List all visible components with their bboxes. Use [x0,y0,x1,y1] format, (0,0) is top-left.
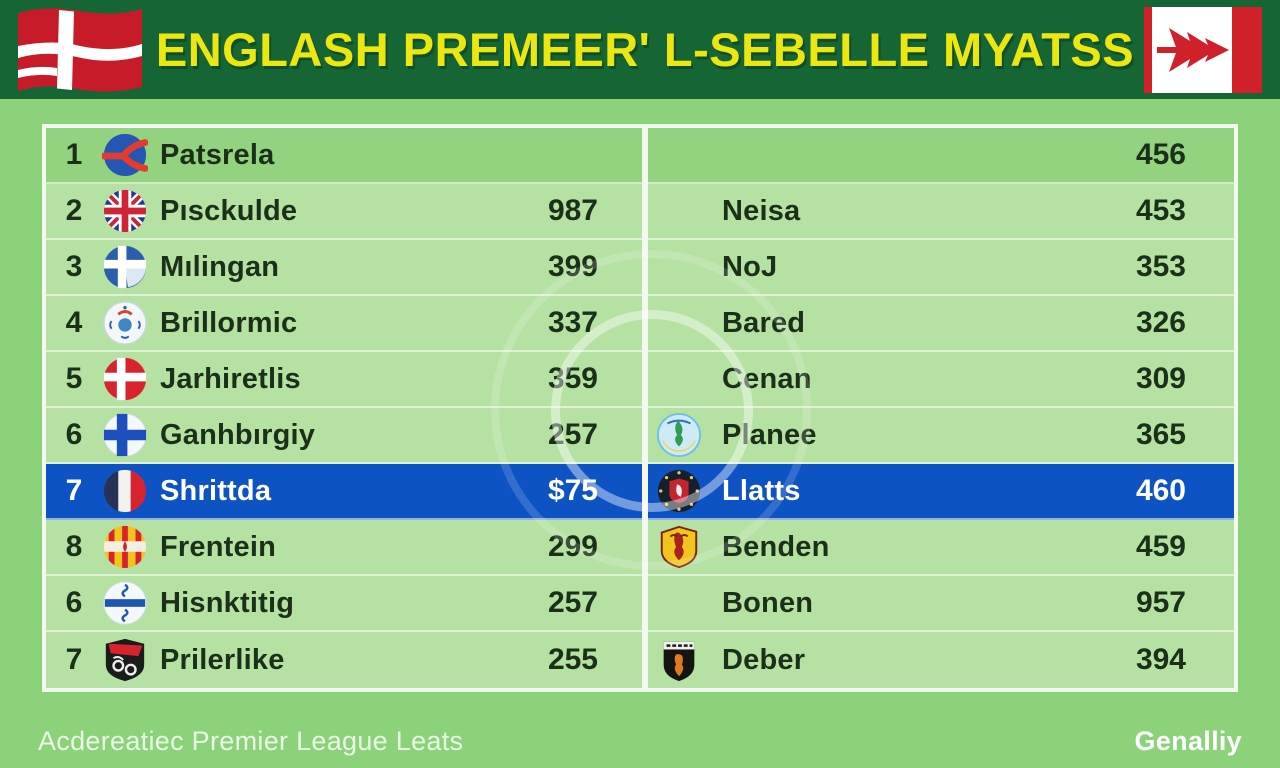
points-value: 255 [547,643,598,676]
blue-white-cross-badge-icon [102,244,148,290]
empty-badge-icon [656,300,702,346]
right-column: 456 Neisa 453 NoJ 353 Bared 326 Cenan 309 Planee 3… [648,128,1234,688]
club-name: Cenan [722,362,812,395]
rank-label: 2 [65,194,83,227]
club-name: Frentein [160,530,276,563]
table-row: Neisa 453 [648,184,1234,240]
club-name: Jarhiretlis [160,362,301,395]
club-name: Planee [722,418,817,451]
club-name: Brillormic [160,306,298,339]
table-row: 6 Hisnktitig 257 [46,576,642,632]
white-blue-band-badge-icon [102,580,148,626]
club-name: Ganhbırgiy [160,418,316,451]
table-row: 1 Patsrela [46,128,642,184]
points-value: 359 [547,362,598,395]
blue-red-y-badge-icon [102,132,148,178]
club-name: Pısckulde [160,194,298,227]
white-crest-badge-icon [102,300,148,346]
table-row: Bonen 957 [648,576,1234,632]
yellow-lion-crest-badge-icon [656,524,702,570]
france-roundel-badge-icon [102,468,148,514]
club-name: Hisnktitig [160,586,295,619]
footer-caption: Acdereatiec Premier League Leats [38,725,464,756]
rank-label: 5 [65,362,83,395]
page-title: ENGLASH PREMEER' L-SEBELLE MYATSS [155,23,1135,76]
rank-label: 6 [65,586,83,619]
club-name: Llatts [722,474,801,507]
points-value: 326 [1135,306,1186,339]
empty-badge-icon [656,132,702,178]
table-row: 7 Prilerlike 255 [46,632,642,688]
rank-label: 1 [65,138,83,171]
header-banner: ENGLASH PREMEER' L-SEBELLE MYATSS [0,0,1280,99]
red-white-cross-badge-icon [102,356,148,402]
table-row: Bared 326 [648,296,1234,352]
points-value: 460 [1135,474,1186,507]
rank-label: 7 [65,643,83,676]
points-value: 459 [1135,530,1186,563]
league-table: 1 Patsrela 2 Pısckulde 987 3 Mılingan 399 4 Brill… [42,124,1238,692]
orange-black-shield-badge-icon [656,637,702,683]
rank-label: 6 [65,418,83,451]
points-value: 453 [1135,194,1186,227]
points-value: 299 [547,530,598,563]
rank-label: 3 [65,250,83,283]
yellow-red-stripes-badge-icon [102,524,148,570]
column-divider [642,128,648,688]
lightblue-crest-badge-icon [656,412,702,458]
points-value: 257 [547,418,598,451]
club-name: Patsrela [160,138,275,171]
points-value: 456 [1135,138,1186,171]
points-value: 987 [547,194,598,227]
points-value: $75 [547,474,598,507]
empty-badge-icon [656,356,702,402]
footer: Acdereatiec Premier League Leats Genalli… [0,714,1280,768]
club-name: Neisa [722,194,801,227]
club-name: Prilerlike [160,643,285,676]
brand-logo: Genalliy [1134,725,1242,756]
club-name: NoJ [722,250,778,283]
points-value: 309 [1135,362,1186,395]
points-value: 365 [1135,418,1186,451]
table-row: Planee 365 [648,408,1234,464]
points-value: 257 [547,586,598,619]
table-row: 7 Shrittda $75 [46,464,642,520]
table-row: Cenan 309 [648,352,1234,408]
left-column: 1 Patsrela 2 Pısckulde 987 3 Mılingan 399 4 Brill… [46,128,642,688]
maple-leaf-flag-icon [1144,6,1262,93]
table-row: NoJ 353 [648,240,1234,296]
table-row: 6 Ganhbırgiy 257 [46,408,642,464]
points-value: 394 [1135,643,1186,676]
rank-label: 8 [65,530,83,563]
points-value: 353 [1135,250,1186,283]
empty-badge-icon [656,188,702,234]
dark-red-roundel-badge-icon [656,468,702,514]
club-name: Mılingan [160,250,280,283]
points-value: 399 [547,250,598,283]
table-row: 456 [648,128,1234,184]
union-jack-badge-icon [102,188,148,234]
table-row: Llatts 460 [648,464,1234,520]
table-row: 2 Pısckulde 987 [46,184,642,240]
club-name: Benden [722,530,830,563]
table-row: 5 Jarhiretlis 359 [46,352,642,408]
club-name: Shrittda [160,474,272,507]
empty-badge-icon [656,244,702,290]
table-row: Deber 394 [648,632,1234,688]
table-row: Benden 459 [648,520,1234,576]
nordic-cross-flag-icon [18,7,142,92]
red-black-shield-badge-icon [102,637,148,683]
club-name: Deber [722,643,806,676]
rank-label: 4 [65,306,83,339]
white-blue-cross-badge-icon [102,412,148,458]
rank-label: 7 [65,474,83,507]
table-row: 3 Mılingan 399 [46,240,642,296]
points-value: 957 [1135,586,1186,619]
empty-badge-icon [656,580,702,626]
club-name: Bonen [722,586,814,619]
points-value: 337 [547,306,598,339]
table-row: 8 Frentein 299 [46,520,642,576]
table-row: 4 Brillormic 337 [46,296,642,352]
club-name: Bared [722,306,806,339]
